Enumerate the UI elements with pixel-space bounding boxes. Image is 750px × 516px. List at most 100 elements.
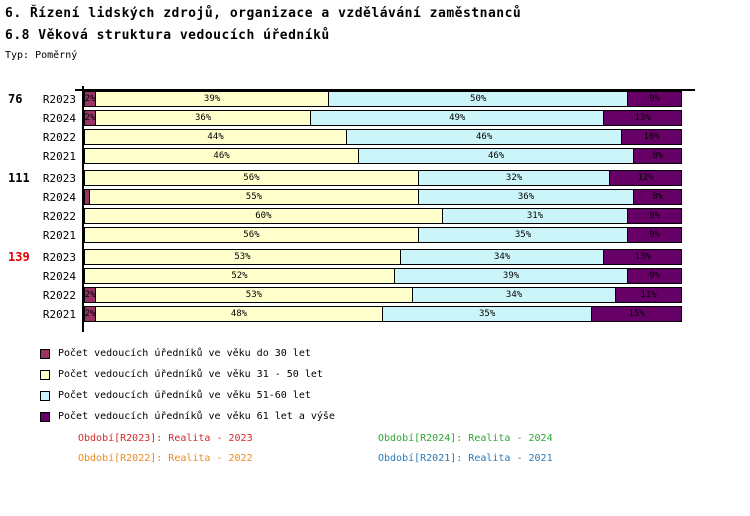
bar-row: 76 R2023 2% 39% 50% 9%	[0, 91, 682, 107]
segment-percent-label: 35%	[514, 230, 532, 240]
segment-percent-label: 2%	[84, 113, 96, 123]
bar-segment: 2%	[84, 110, 96, 126]
bar-segment: 35%	[382, 306, 593, 322]
legend-item: Počet vedoucích úředníků ve věku do 30 l…	[40, 343, 335, 364]
bar-segment: 2%	[84, 91, 96, 107]
chart-group: 76 R2023 2% 39% 50% 9% R2024 2% 36% 49% 13% R2022 44…	[0, 91, 682, 164]
segment-percent-label: 49%	[449, 113, 466, 123]
period-footnote-r2023: Období[R2023]: Realita - 2023	[78, 433, 253, 444]
bar-row: R2022 2% 53% 34% 11%	[0, 287, 682, 303]
bar-segment: 53%	[84, 249, 401, 265]
bar-segment: 48%	[95, 306, 383, 322]
bar-row: R2022 44% 46% 10%	[0, 129, 682, 145]
segment-percent-label: 48%	[230, 309, 248, 319]
group-total-label: 76	[8, 92, 23, 106]
segment-percent-label: 9%	[649, 230, 660, 240]
segment-percent-label: 39%	[502, 271, 520, 281]
segment-percent-label: 36%	[194, 113, 212, 123]
stacked-bar: 46% 46% 8%	[84, 148, 682, 164]
bar-segment: 52%	[84, 268, 395, 284]
bar-row: R2024 55% 36% 8%	[0, 189, 682, 205]
bar-segment: 9%	[628, 91, 682, 107]
segment-percent-label: 2%	[84, 290, 96, 300]
bar-segment	[84, 189, 90, 205]
stacked-bar: 55% 36% 8%	[84, 189, 682, 205]
period-footnote-r2021: Období[R2021]: Realita - 2021	[378, 453, 553, 464]
period-label: R2022	[42, 130, 76, 144]
segment-percent-label: 53%	[234, 252, 251, 262]
top-axis-line	[75, 89, 695, 91]
legend-item: Počet vedoucích úředníků ve věku 31 - 50…	[40, 364, 335, 385]
segment-percent-label: 34%	[505, 290, 523, 300]
legend-label: Počet vedoucích úředníků ve věku 51-60 l…	[58, 390, 311, 401]
segment-percent-label: 52%	[231, 271, 248, 281]
stacked-bar: 2% 48% 35% 15%	[84, 306, 682, 322]
bar-segment: 2%	[84, 306, 96, 322]
legend-swatch-age-51-60	[40, 390, 50, 401]
stacked-bar: 53% 34% 13%	[84, 249, 682, 265]
period-label: R2023	[42, 250, 76, 264]
bar-segment: 32%	[418, 170, 611, 186]
segment-percent-label: 60%	[255, 211, 272, 221]
legend-swatch-age-61-plus	[40, 411, 50, 422]
bar-segment: 11%	[616, 287, 682, 303]
bar-segment: 13%	[604, 249, 682, 265]
segment-percent-label: 46%	[487, 151, 505, 161]
period-label: R2023	[42, 92, 76, 106]
bar-row: R2024 2% 36% 49% 13%	[0, 110, 682, 126]
period-footnote-r2024: Období[R2024]: Realita - 2024	[378, 433, 553, 444]
bar-row: R2024 52% 39% 9%	[0, 268, 682, 284]
bar-row: R2021 56% 35% 9%	[0, 227, 682, 243]
segment-percent-label: 12%	[637, 173, 654, 183]
segment-percent-label: 13%	[634, 252, 651, 262]
segment-percent-label: 32%	[505, 173, 523, 183]
group-total-label: 139	[8, 250, 30, 264]
stacked-bar: 44% 46% 10%	[84, 129, 682, 145]
segment-percent-label: 31%	[526, 211, 544, 221]
bar-segment: 12%	[610, 170, 682, 186]
segment-percent-label: 35%	[479, 309, 496, 319]
stacked-bar: 2% 36% 49% 13%	[84, 110, 682, 126]
legend-label: Počet vedoucích úředníků ve věku do 30 l…	[58, 348, 311, 359]
segment-percent-label: 39%	[203, 94, 221, 104]
period-label: R2022	[42, 209, 76, 223]
bar-segment: 34%	[400, 249, 605, 265]
segment-percent-label: 50%	[470, 94, 487, 104]
bar-segment: 9%	[628, 208, 682, 224]
page-subtitle: 6.8 Věková struktura vedoucích úředníků	[5, 28, 330, 43]
segment-percent-label: 2%	[84, 309, 96, 319]
page-title: 6. Řízení lidských zdrojů, organizace a …	[5, 6, 522, 21]
period-label: R2022	[42, 288, 76, 302]
legend-swatch-age-under-30	[40, 348, 50, 359]
bar-segment: 36%	[418, 189, 635, 205]
bar-segment: 53%	[95, 287, 413, 303]
bar-row: R2022 60% 31% 9%	[0, 208, 682, 224]
age-structure-stacked-bar-chart: 76 R2023 2% 39% 50% 9% R2024 2% 36% 49% 13% R2022 44…	[0, 86, 750, 339]
segment-percent-label: 11%	[640, 290, 657, 300]
bar-segment: 55%	[89, 189, 419, 205]
bar-row: 139 R2023 53% 34% 13%	[0, 249, 682, 265]
segment-percent-label: 56%	[243, 230, 260, 240]
plot-area: 76 R2023 2% 39% 50% 9% R2024 2% 36% 49% 13% R2022 44…	[0, 91, 682, 328]
segment-percent-label: 56%	[243, 173, 260, 183]
bar-segment: 9%	[628, 227, 682, 243]
stacked-bar: 2% 53% 34% 11%	[84, 287, 682, 303]
bar-segment: 56%	[84, 170, 419, 186]
segment-percent-label: 9%	[649, 271, 660, 281]
bar-segment: 13%	[604, 110, 682, 126]
period-label: R2021	[42, 149, 76, 163]
group-total-label: 111	[8, 171, 30, 185]
chart-group: 111 R2023 56% 32% 12% R2024 55% 36% 8% R2022 60% 31…	[0, 170, 682, 243]
segment-percent-label: 55%	[245, 192, 263, 202]
stacked-bar: 60% 31% 9%	[84, 208, 682, 224]
legend-swatch-age-31-50	[40, 369, 50, 380]
chart-type-label: Typ: Poměrný	[5, 50, 78, 61]
bar-segment: 60%	[84, 208, 443, 224]
bar-segment: 8%	[634, 148, 682, 164]
legend-item: Počet vedoucích úředníků ve věku 61 let …	[40, 406, 335, 427]
stacked-bar: 56% 35% 9%	[84, 227, 682, 243]
bar-segment: 31%	[442, 208, 629, 224]
bar-segment: 15%	[592, 306, 682, 322]
period-label: R2023	[42, 171, 76, 185]
segment-percent-label: 15%	[628, 309, 645, 319]
